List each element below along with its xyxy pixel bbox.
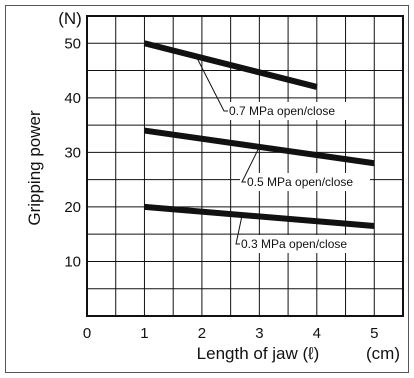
grid-lines — [87, 16, 403, 316]
series-label: 0.5 MPa open/close — [247, 175, 353, 189]
y-tick-label: 40 — [64, 90, 81, 107]
x-tick-label: 5 — [370, 325, 378, 342]
y-axis-unit: (N) — [58, 9, 82, 28]
annotation-leader-line — [195, 56, 228, 112]
annotation-background — [234, 235, 364, 253]
x-axis-title: Length of jaw (ℓ) — [197, 344, 320, 363]
annotation-layer: 0.7 MPa open/close 0.5 MPa open/close 0.3 … — [195, 56, 370, 253]
annotation-background — [240, 173, 370, 191]
y-tick-label: 10 — [64, 253, 81, 270]
x-tick-label: 4 — [313, 325, 321, 342]
series-label: 0.3 MPa open/close — [241, 237, 347, 251]
x-tick-label: 3 — [255, 325, 263, 342]
tick-layer: 0 1 2 3 4 5 10 20 30 40 50 — [64, 35, 378, 342]
series-line — [144, 203, 375, 229]
x-tick-label: 2 — [198, 325, 206, 342]
plot-area-border — [86, 15, 404, 317]
y-tick-label: 30 — [64, 144, 81, 161]
y-axis-title: Gripping power — [25, 110, 44, 226]
x-tick-label: 1 — [140, 325, 148, 342]
y-tick-label: 50 — [64, 35, 81, 52]
x-tick-label: 0 — [83, 325, 91, 342]
y-tick-label: 20 — [64, 199, 81, 216]
annotation-leader-line — [235, 214, 243, 245]
annotation-background — [222, 102, 352, 120]
x-axis-unit: (cm) — [366, 344, 400, 363]
series-label: 0.7 MPa open/close — [229, 104, 335, 118]
series-line — [143, 40, 318, 90]
annotation-leader-line — [241, 146, 260, 183]
